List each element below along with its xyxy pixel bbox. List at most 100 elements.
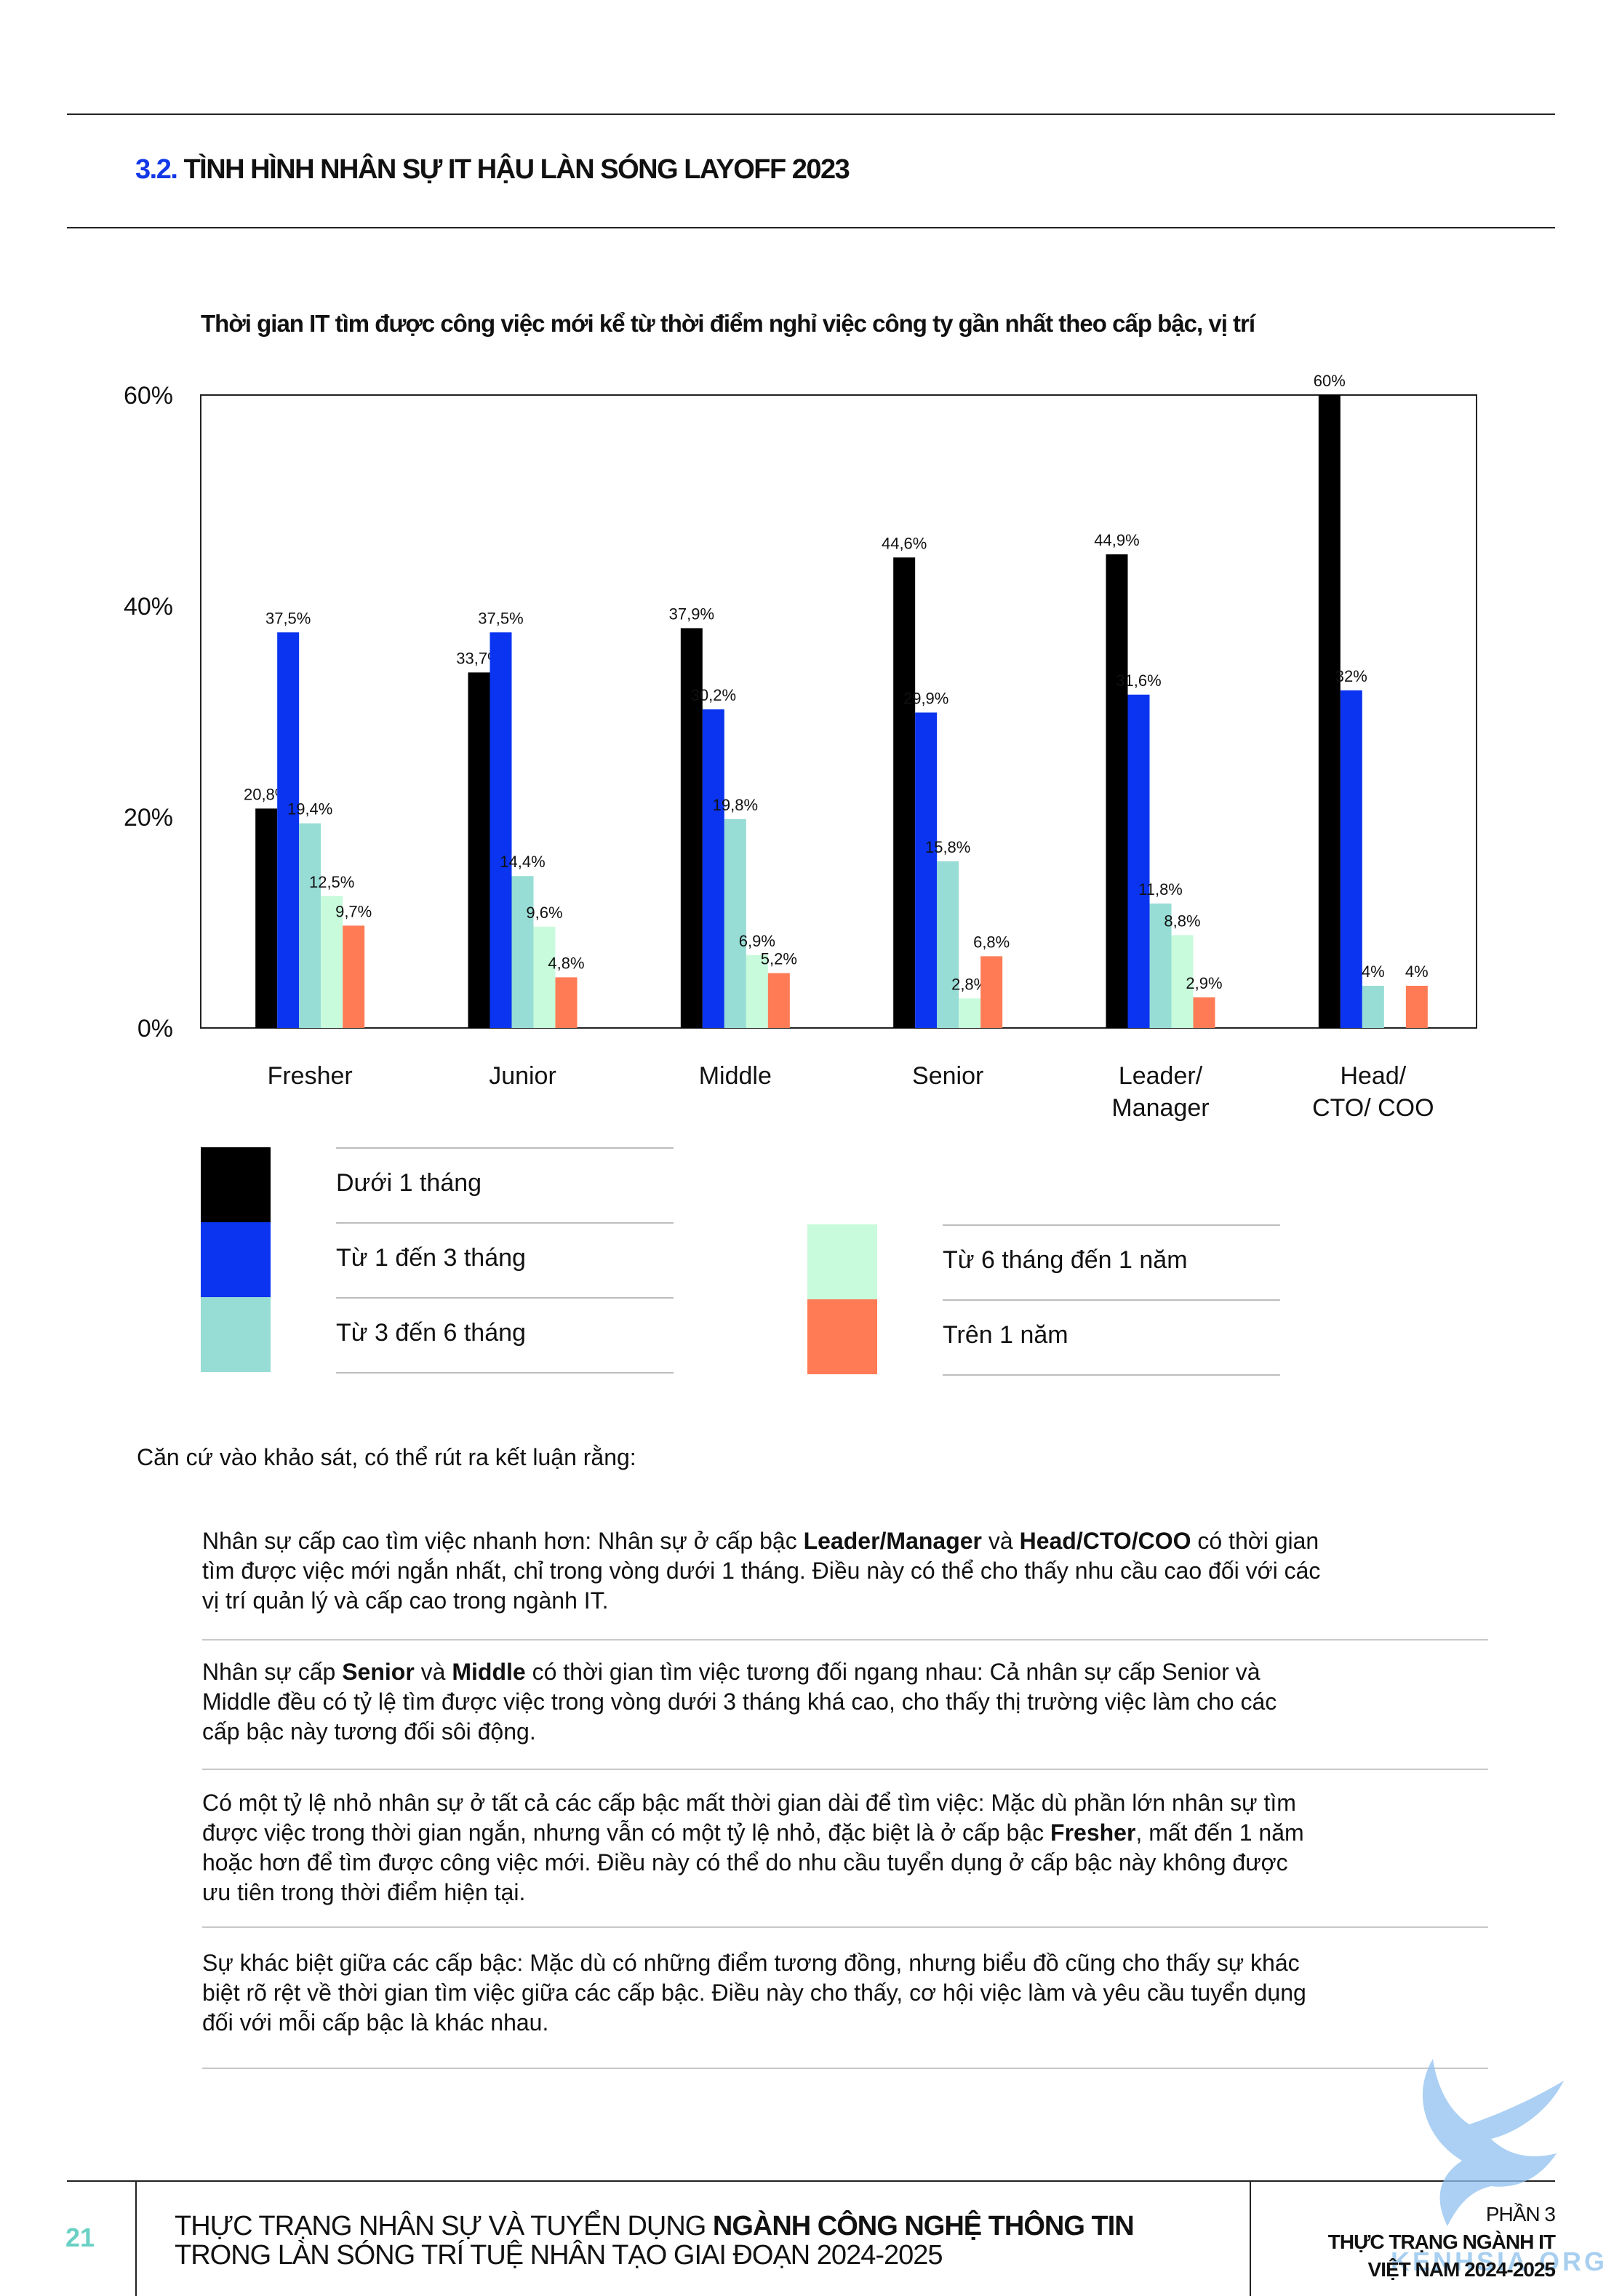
footer-part-title-1: THỰC TRẠNG NGÀNH IT [1327, 2231, 1556, 2253]
data-label: 37,5% [478, 609, 523, 627]
data-label: 37,5% [265, 609, 311, 627]
y-tick-label: 60% [124, 382, 173, 410]
bar [299, 823, 321, 1028]
bar [702, 709, 724, 1028]
bar [746, 954, 768, 1028]
x-category-label: CTO/ COO [1312, 1094, 1434, 1122]
text-run: ưu tiên trong thời điểm hiện tại. [202, 1879, 526, 1905]
text-run: đối với mỗi cấp bậc là khác nhau. [202, 2009, 549, 2036]
x-category-label: Middle [699, 1062, 772, 1090]
text-run: Nhân sự cấp [202, 1659, 343, 1685]
bar [511, 876, 534, 1028]
paragraph-line: biệt rõ rệt về thời gian tìm việc giữa c… [202, 1978, 1498, 2008]
bold-term: Middle [452, 1659, 526, 1685]
data-label: 31,6% [1116, 671, 1161, 690]
x-category-label: Manager [1111, 1094, 1209, 1122]
legend-label: Từ 3 đến 6 tháng [336, 1319, 526, 1347]
data-label: 19,8% [713, 796, 758, 814]
bar [1405, 986, 1428, 1028]
legend-swatch [201, 1147, 271, 1222]
legend-divider [336, 1372, 674, 1374]
bar [277, 632, 300, 1028]
x-category-label: Junior [489, 1062, 556, 1090]
legend-label: Từ 1 đến 3 tháng [336, 1244, 526, 1272]
chart-title: Thời gian IT tìm được công việc mới kể t… [201, 310, 1255, 337]
bar [680, 628, 703, 1028]
plot-frame [200, 394, 1477, 1029]
data-label: 14,4% [500, 853, 545, 871]
footer-report-title: THỰC TRẠNG NHÂN SỰ VÀ TUYỂN DỤNG NGÀNH C… [175, 2211, 1135, 2270]
footer-divider-right [1250, 2180, 1251, 2296]
x-category-label: Senior [912, 1062, 983, 1090]
paragraph-line: Nhân sự cấp Senior và Middle có thời gia… [202, 1657, 1498, 1687]
bar [1149, 903, 1172, 1028]
data-label: 9,7% [335, 902, 372, 920]
section-number: 3.2. [135, 154, 178, 185]
data-label: 8,8% [1164, 912, 1200, 930]
text-run: cấp bậc này tương đối sôi động. [202, 1718, 536, 1745]
legend-swatch [807, 1224, 877, 1299]
data-label: 5,2% [761, 950, 797, 968]
footer-part: PHẦN 3 THỰC TRẠNG NGÀNH IT VIỆT NAM 2024… [1327, 2201, 1556, 2284]
text-run: tìm được việc mới ngắn nhất, chỉ trong v… [202, 1558, 1321, 1584]
bar [1340, 690, 1362, 1028]
data-label: 30,2% [691, 686, 736, 704]
footer-title-normal: THỰC TRẠNG NHÂN SỰ VÀ TUYỂN DỤNG [175, 2211, 713, 2241]
bar [980, 956, 1003, 1028]
conclusion-paragraph: Nhân sự cấp Senior và Middle có thời gia… [202, 1657, 1498, 1747]
conclusion-paragraph: Nhân sự cấp cao tìm việc nhanh hơn: Nhân… [202, 1526, 1498, 1616]
data-label: 11,8% [1138, 880, 1183, 898]
legend-divider [336, 1222, 674, 1224]
footer-divider-left [135, 2180, 137, 2296]
bar [915, 712, 938, 1028]
paragraph-line: tìm được việc mới ngắn nhất, chỉ trong v… [202, 1556, 1498, 1586]
bar [555, 977, 578, 1028]
legend-divider [336, 1147, 674, 1149]
text-run: Nhân sự cấp cao tìm việc nhanh hơn: Nhân… [202, 1528, 804, 1554]
text-run: có thời gian [1191, 1528, 1319, 1554]
legend-divider [943, 1299, 1280, 1301]
bar [959, 998, 981, 1028]
text-run: và [414, 1659, 452, 1685]
bar [1171, 935, 1194, 1028]
text-run: Middle đều có tỷ lệ tìm được việc trong … [202, 1689, 1277, 1715]
bar [490, 632, 512, 1028]
bold-term: Head/CTO/COO [1019, 1528, 1191, 1554]
y-tick-label: 0% [137, 1015, 173, 1043]
watermark-text: KENHSIA.ORG [1391, 2247, 1608, 2276]
bold-term: Fresher [1050, 1819, 1136, 1846]
section-title: 3.2. TÌNH HÌNH NHÂN SỰ IT HẬU LÀN SÓNG L… [135, 154, 850, 186]
conclusion-paragraph: Sự khác biệt giữa các cấp bậc: Mặc dù có… [202, 1948, 1498, 2038]
data-label: 9,6% [526, 904, 562, 922]
y-tick-label: 20% [124, 804, 173, 832]
page-number: 21 [65, 2223, 95, 2252]
data-label: 6,9% [739, 932, 775, 950]
legend-divider [943, 1374, 1280, 1376]
footer-part-title-2: VIỆT NAM 2024-2025 [1367, 2258, 1556, 2281]
paragraph-line: vị trí quản lý và cấp cao trong ngành IT… [202, 1586, 1498, 1616]
legend-divider [336, 1297, 674, 1299]
header-bottom-rule [67, 227, 1555, 228]
bar [1318, 395, 1341, 1028]
legend-label: Dưới 1 tháng [336, 1169, 482, 1197]
text-run: Có một tỷ lệ nhỏ nhân sự ở tất cả các cấ… [202, 1790, 1296, 1816]
data-label: 19,4% [287, 800, 332, 818]
paragraph-divider [202, 1639, 1488, 1641]
data-label: 4% [1405, 962, 1429, 981]
bar [937, 861, 959, 1028]
paragraph-divider [202, 1926, 1488, 1928]
paragraph-divider [202, 1769, 1488, 1770]
paragraph-line: đối với mỗi cấp bậc là khác nhau. [202, 2008, 1498, 2038]
text-run: vị trí quản lý và cấp cao trong ngành IT… [202, 1587, 609, 1614]
bar [468, 672, 490, 1028]
data-label: 12,5% [309, 873, 354, 891]
top-rule [67, 113, 1555, 115]
legend-swatch [201, 1297, 271, 1372]
x-category-label: Leader/ [1119, 1062, 1203, 1090]
bar [321, 896, 343, 1028]
watermark-bird-icon [1422, 2059, 1564, 2226]
bar [343, 925, 365, 1028]
legend-label: Từ 6 tháng đến 1 năm [943, 1246, 1188, 1274]
legend-divider [943, 1224, 1280, 1226]
paragraph-line: cấp bậc này tương đối sôi động. [202, 1717, 1498, 1747]
